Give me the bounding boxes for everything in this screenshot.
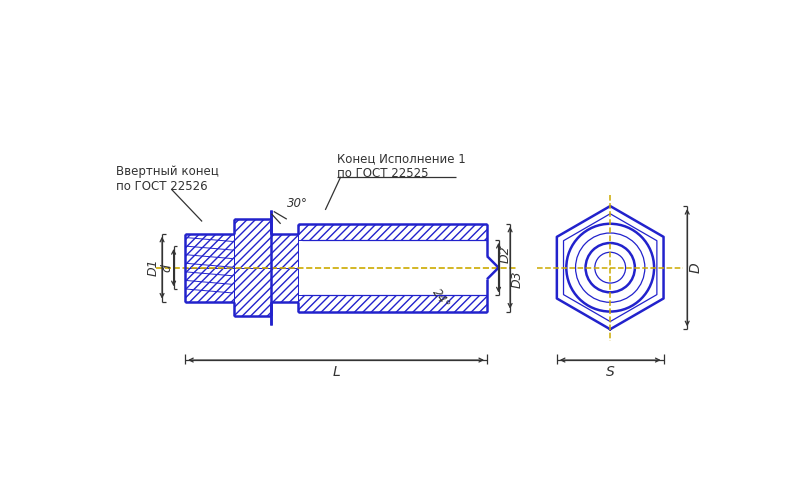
Text: Конец Исполнение 1
по ГОСТ 22525: Конец Исполнение 1 по ГОСТ 22525 [337, 152, 466, 180]
Text: Ввертный конец
по ГОСТ 22526: Ввертный конец по ГОСТ 22526 [116, 165, 218, 193]
Text: D3: D3 [510, 270, 523, 288]
Text: S: S [606, 366, 614, 379]
Text: L: L [332, 366, 340, 379]
Text: 30°: 30° [287, 197, 308, 210]
Text: D1: D1 [147, 259, 160, 276]
Text: d: d [160, 264, 173, 271]
Text: D: D [689, 262, 702, 273]
Text: D2: D2 [499, 245, 512, 262]
Text: 24°: 24° [430, 286, 452, 311]
